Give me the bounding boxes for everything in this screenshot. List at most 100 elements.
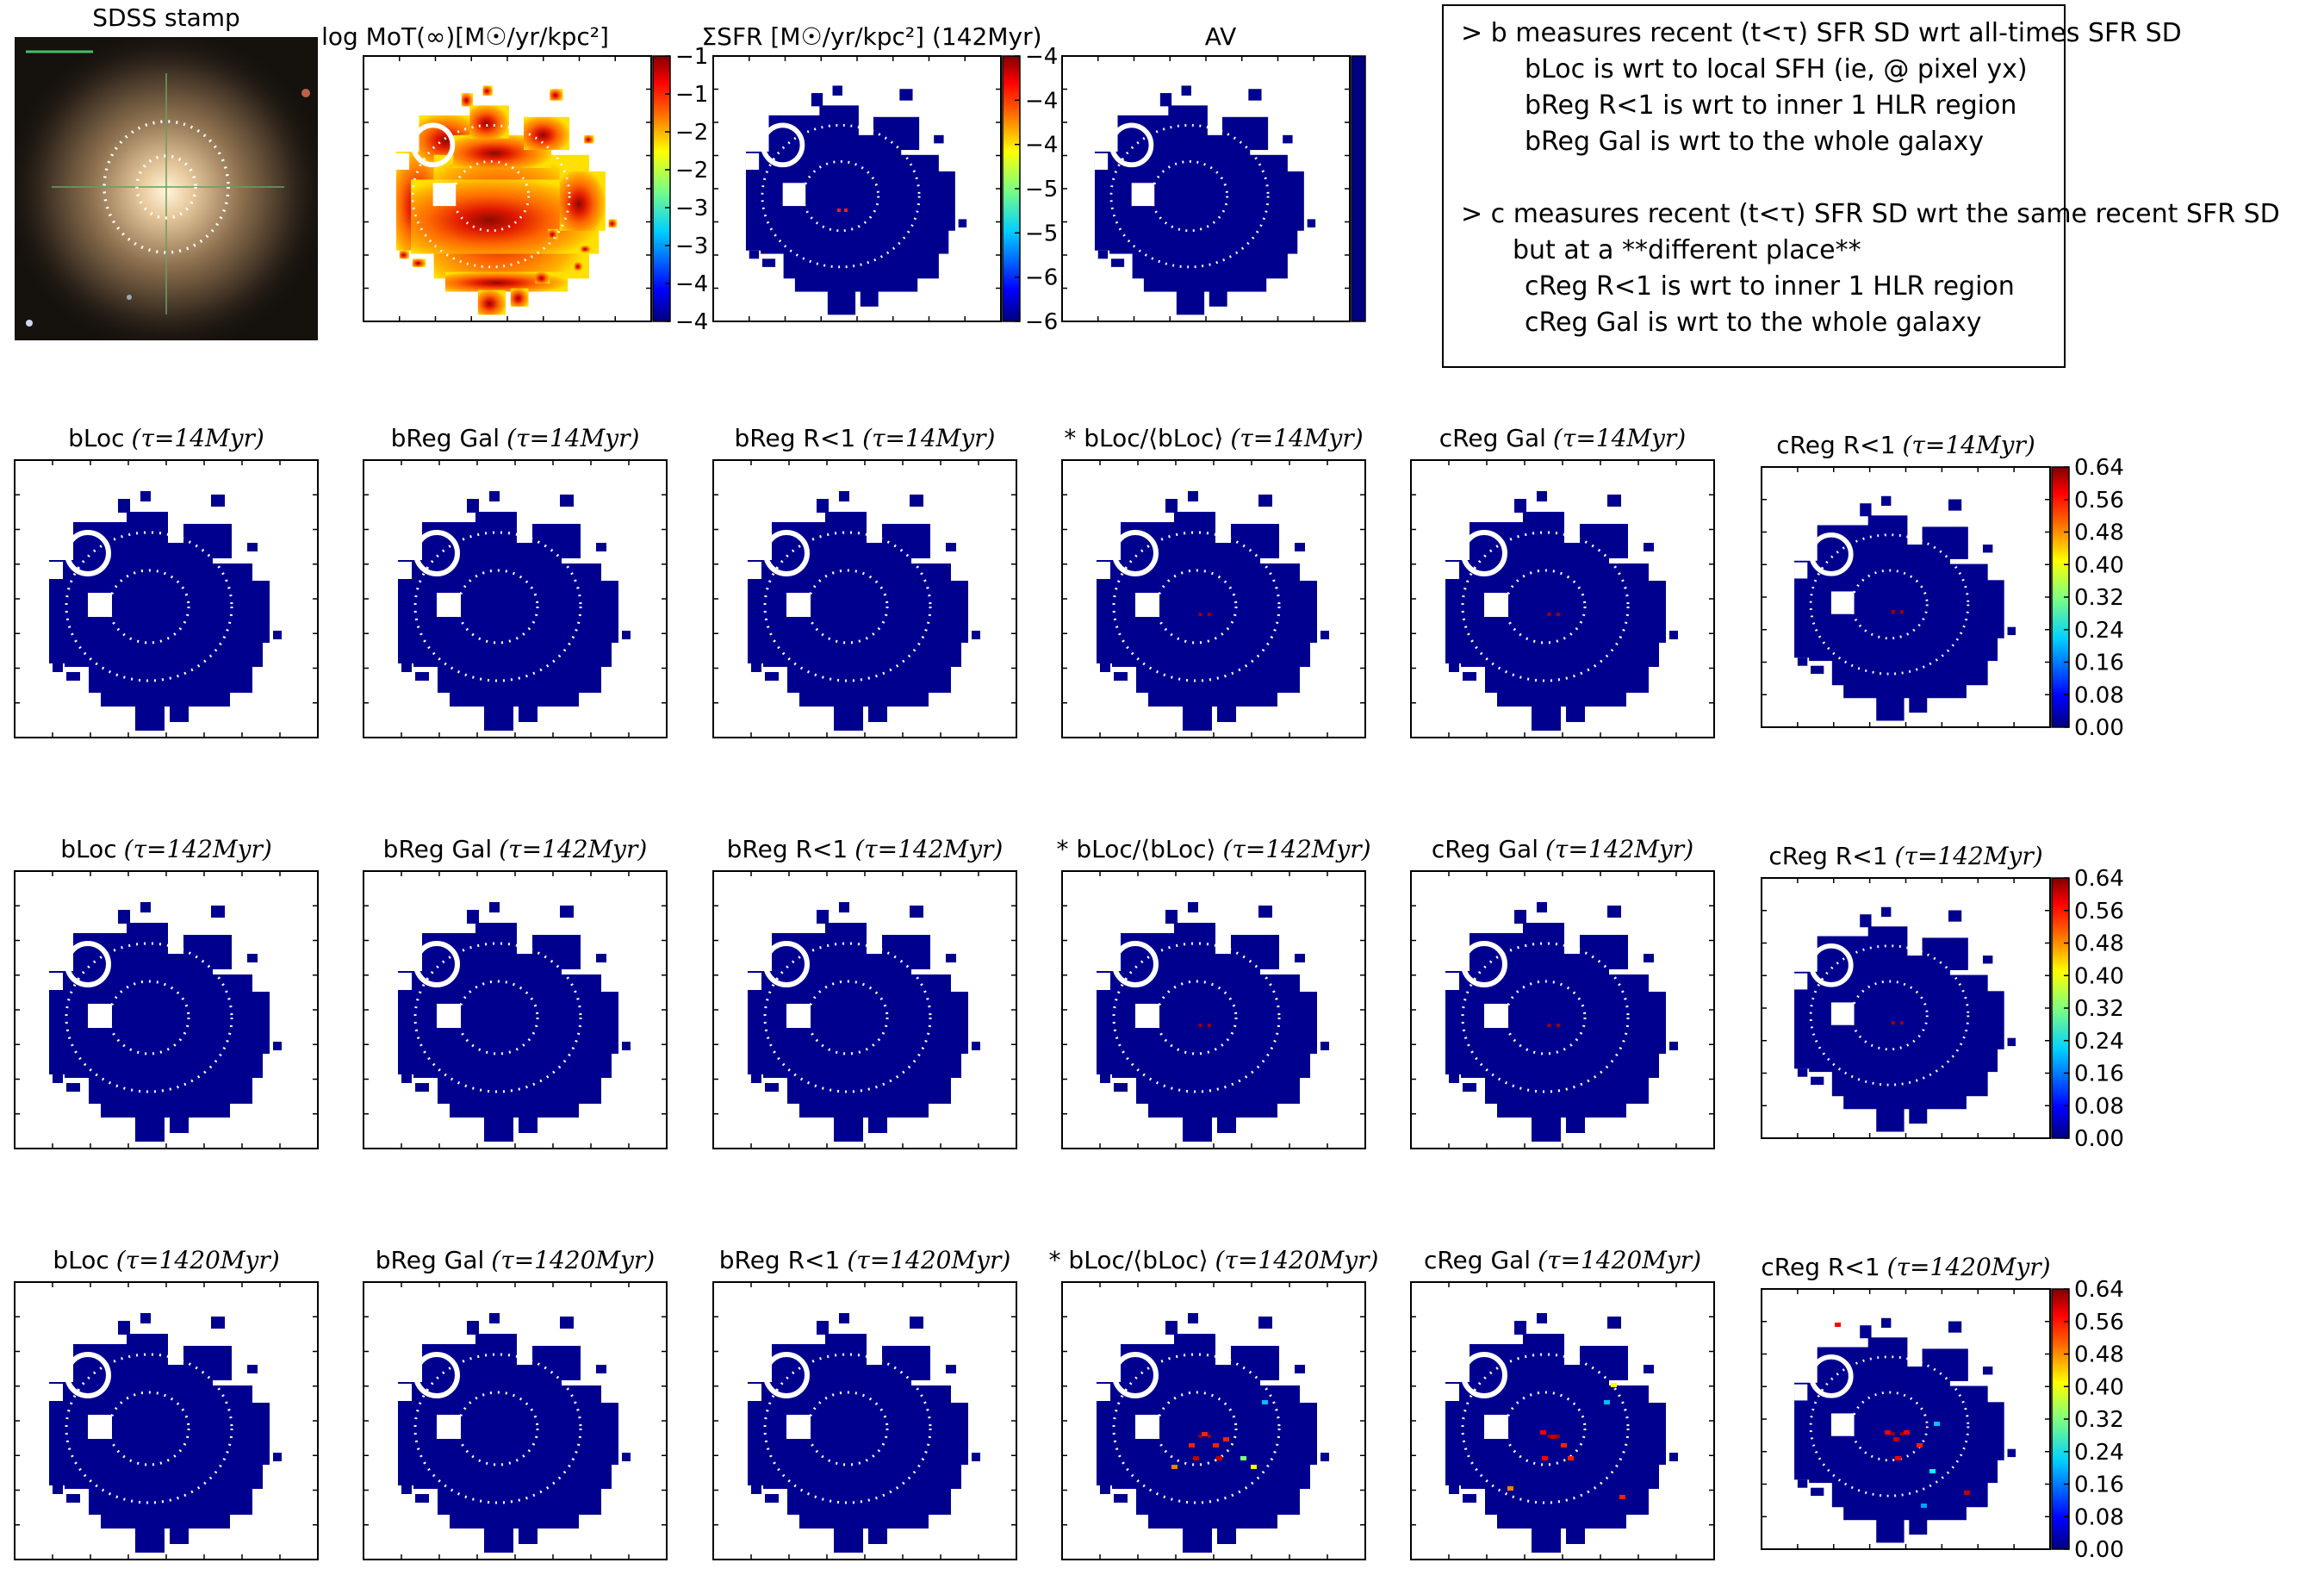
data-pixel — [1556, 613, 1560, 617]
map-pixels — [1097, 1313, 1329, 1553]
masked-ring — [65, 1352, 111, 1398]
panel-title: cReg R<1 (τ=1420Myr) — [1761, 1253, 2050, 1281]
data-pixel — [1917, 1443, 1923, 1448]
data-pixel — [1893, 1437, 1899, 1441]
hlr-1-contour — [108, 980, 190, 1055]
panel-title-name: bLoc — [60, 835, 116, 863]
heatmap-panel: bReg R<1 (τ=1420Myr) — [712, 1246, 1017, 1560]
panel-title-name: cReg Gal — [1439, 424, 1546, 452]
map-pixels — [745, 85, 967, 315]
hlr-2-contour — [413, 531, 582, 682]
data-pixel — [1561, 1443, 1567, 1448]
mot-panel: log MoT(∞)[M☉/yr/kpc²] −1 −1 −2 −2 −3 −3 −4 −4 — [321, 22, 708, 335]
hlr-2-contour — [65, 942, 233, 1093]
panel-title-name: bReg R<1 — [719, 1246, 841, 1274]
galaxy-map — [398, 1313, 631, 1553]
panel-title-tau: (τ=142Myr) — [1545, 835, 1693, 863]
hlr-1-contour — [451, 160, 531, 233]
heatmap-panel: * bLoc/⟨bLoc⟩ (τ=14Myr) — [1061, 424, 1366, 738]
grid-row: bLoc (τ=142Myr) bReg Gal (τ=142Myr) bReg R<1… — [14, 835, 2124, 1152]
heatmap-panel: bReg R<1 (τ=142Myr) — [712, 835, 1017, 1149]
data-pixel — [1542, 1456, 1548, 1460]
colorbar-tick-label: −6 — [1025, 309, 1058, 335]
masked-region — [1794, 562, 1808, 579]
panel-title-tau: (τ=142Myr) — [854, 835, 1003, 863]
data-pixel — [1556, 1435, 1560, 1439]
hlr-2-contour — [1461, 942, 1630, 1093]
sfr-panel: ΣSFR [M☉/yr/kpc²] (142Myr)−4−4−4−5−5−6−6 — [701, 22, 1058, 335]
masked-region — [1484, 593, 1508, 617]
panel-title-tau: (τ=1420Myr) — [1538, 1246, 1701, 1274]
masked-ring — [413, 941, 460, 987]
colorbar-tick-label: −3 — [675, 233, 708, 259]
hlr-1-contour — [135, 154, 197, 220]
data-pixel — [1835, 1323, 1841, 1327]
masked-ring — [763, 941, 810, 987]
heatmap-panel: cReg R<1 (τ=142Myr) 0.64 0.56 0.48 0.40 0.32 0.… — [1761, 842, 2124, 1152]
data-pixel — [1899, 1021, 1904, 1025]
panel-title: * bLoc/⟨bLoc⟩ (τ=142Myr) — [1056, 835, 1370, 863]
panel-title-tau: (τ=1420Myr) — [491, 1246, 655, 1274]
galaxy-map — [1445, 491, 1678, 731]
masked-region — [49, 562, 63, 579]
panel-title: bReg Gal (τ=142Myr) — [383, 835, 648, 863]
masked-region — [748, 1384, 761, 1401]
colorbar-tick-label: −5 — [1025, 221, 1058, 246]
field-star — [301, 89, 310, 97]
masked-ring — [1809, 532, 1854, 576]
masked-ring — [1461, 530, 1507, 576]
data-pixel — [1904, 1430, 1910, 1435]
data-pixel — [1223, 1437, 1229, 1441]
data-pixel — [1262, 1400, 1268, 1404]
masked-ring — [65, 530, 111, 576]
data-pixel — [1547, 613, 1551, 617]
hlr-1-contour — [108, 1391, 190, 1466]
hlr-1-contour — [1504, 569, 1587, 644]
panel-title-name: bReg R<1 — [735, 424, 856, 452]
mot-title: log MoT(∞)[M☉/yr/kpc²] — [321, 22, 609, 51]
hlr-1-contour — [457, 1391, 539, 1466]
colorbar-tick-label: −4 — [1025, 133, 1058, 159]
masked-region — [1097, 562, 1110, 579]
colorbar-tick-label: 0.40 — [2074, 552, 2124, 578]
masked-ring — [1112, 1352, 1159, 1398]
colorbar-tick-label: 0.48 — [2074, 1342, 2124, 1368]
galaxy-map — [398, 902, 631, 1142]
panel-title-tau: (τ=142Myr) — [1222, 835, 1370, 863]
notes-box: > b measures recent (t<τ) SFR SD wrt all… — [1442, 4, 2280, 368]
hlr-1-contour — [108, 569, 190, 644]
data-pixel — [1202, 1432, 1208, 1436]
notes-line: cReg R<1 is wrt to inner 1 HLR region — [1525, 271, 2015, 302]
data-pixel — [1193, 1456, 1199, 1460]
data-pixel — [1885, 1430, 1891, 1435]
panel-title: cReg R<1 (τ=142Myr) — [1768, 842, 2042, 870]
panel-title-name: bReg R<1 — [727, 835, 848, 863]
grid-row: bLoc (τ=14Myr) bReg Gal (τ=14Myr) bReg R<1 (τ… — [14, 424, 2124, 741]
masked-region — [748, 562, 761, 579]
data-pixel — [1207, 1024, 1211, 1028]
masked-ring — [1809, 1354, 1854, 1398]
hlr-2-contour — [1809, 1355, 1970, 1497]
galaxy-map — [1794, 1317, 2016, 1543]
data-pixel — [1568, 1456, 1574, 1460]
panel-title-name: cReg R<1 — [1761, 1253, 1880, 1281]
galaxy-map — [1097, 1313, 1329, 1553]
notes-line: bReg R<1 is wrt to inner 1 HLR region — [1525, 90, 2016, 121]
sdss-image — [15, 37, 318, 340]
map-pixels — [49, 491, 282, 731]
colorbar-tick-label: −6 — [1025, 265, 1058, 291]
data-pixel — [1891, 610, 1895, 614]
hlr-1-contour — [806, 980, 889, 1055]
hlr-1-contour — [806, 569, 889, 644]
masked-ring — [413, 1352, 460, 1398]
colorbar-tick-label: 0.16 — [2074, 1472, 2124, 1498]
panel-title-name: cReg R<1 — [1776, 431, 1895, 459]
hlr-2-contour — [65, 1353, 233, 1504]
data-pixel — [1604, 1400, 1610, 1404]
masked-region — [398, 562, 412, 579]
panel-title-name: cReg Gal — [1424, 1246, 1531, 1274]
hlr-2-contour — [1109, 123, 1270, 269]
colorbar-tick-label: 0.48 — [2074, 931, 2124, 957]
galaxy-map — [398, 491, 631, 731]
panel-title: * bLoc/⟨bLoc⟩ (τ=1420Myr) — [1049, 1246, 1379, 1274]
